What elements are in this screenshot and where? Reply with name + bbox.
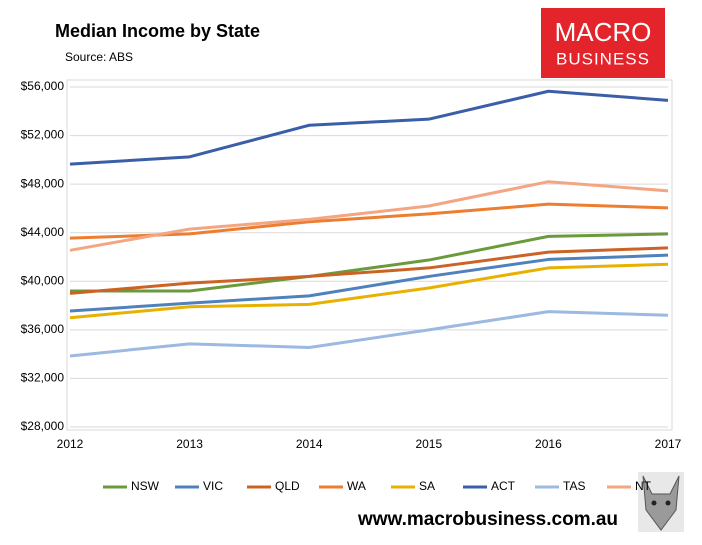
series-line — [69, 180, 669, 252]
logo-text: BUSINESS — [556, 49, 650, 68]
series-line — [69, 253, 669, 313]
x-tick-label: 2013 — [176, 437, 203, 451]
legend-label: NT — [635, 479, 652, 493]
x-tick-label: 2015 — [415, 437, 442, 451]
y-tick-label: $52,000 — [21, 128, 65, 142]
y-tick-label: $56,000 — [21, 79, 65, 93]
subtitle: Source: ABS — [65, 50, 133, 64]
x-tick-label: 2016 — [535, 437, 562, 451]
series-line — [69, 202, 669, 240]
legend-label: TAS — [563, 479, 585, 493]
y-tick-label: $28,000 — [21, 419, 65, 433]
footer-url: www.macrobusiness.com.au — [357, 509, 618, 530]
legend-label: QLD — [275, 479, 300, 493]
plot-frame — [66, 79, 673, 431]
y-tick-label: $36,000 — [21, 322, 65, 336]
y-tick-label: $32,000 — [21, 371, 65, 385]
y-tick-label: $44,000 — [21, 225, 65, 239]
series-line — [69, 246, 669, 295]
legend-label: SA — [419, 479, 435, 493]
logo-text: MACRO — [555, 17, 652, 47]
legend-label: ACT — [491, 479, 516, 493]
legend-label: NSW — [131, 479, 160, 493]
x-tick-label: 2014 — [296, 437, 323, 451]
series-line — [69, 262, 669, 320]
x-tick-label: 2017 — [655, 437, 682, 451]
x-tick-label: 2012 — [57, 437, 84, 451]
y-tick-label: $40,000 — [21, 273, 65, 287]
wolf-icon — [638, 472, 684, 532]
legend-label: WA — [347, 479, 366, 493]
series-line — [69, 310, 669, 358]
logo-box — [541, 8, 665, 78]
chart-title: Median Income by State — [55, 21, 260, 41]
y-tick-label: $48,000 — [21, 176, 65, 190]
legend-label: VIC — [203, 479, 223, 493]
series-line — [70, 232, 669, 293]
series-line — [69, 89, 669, 166]
